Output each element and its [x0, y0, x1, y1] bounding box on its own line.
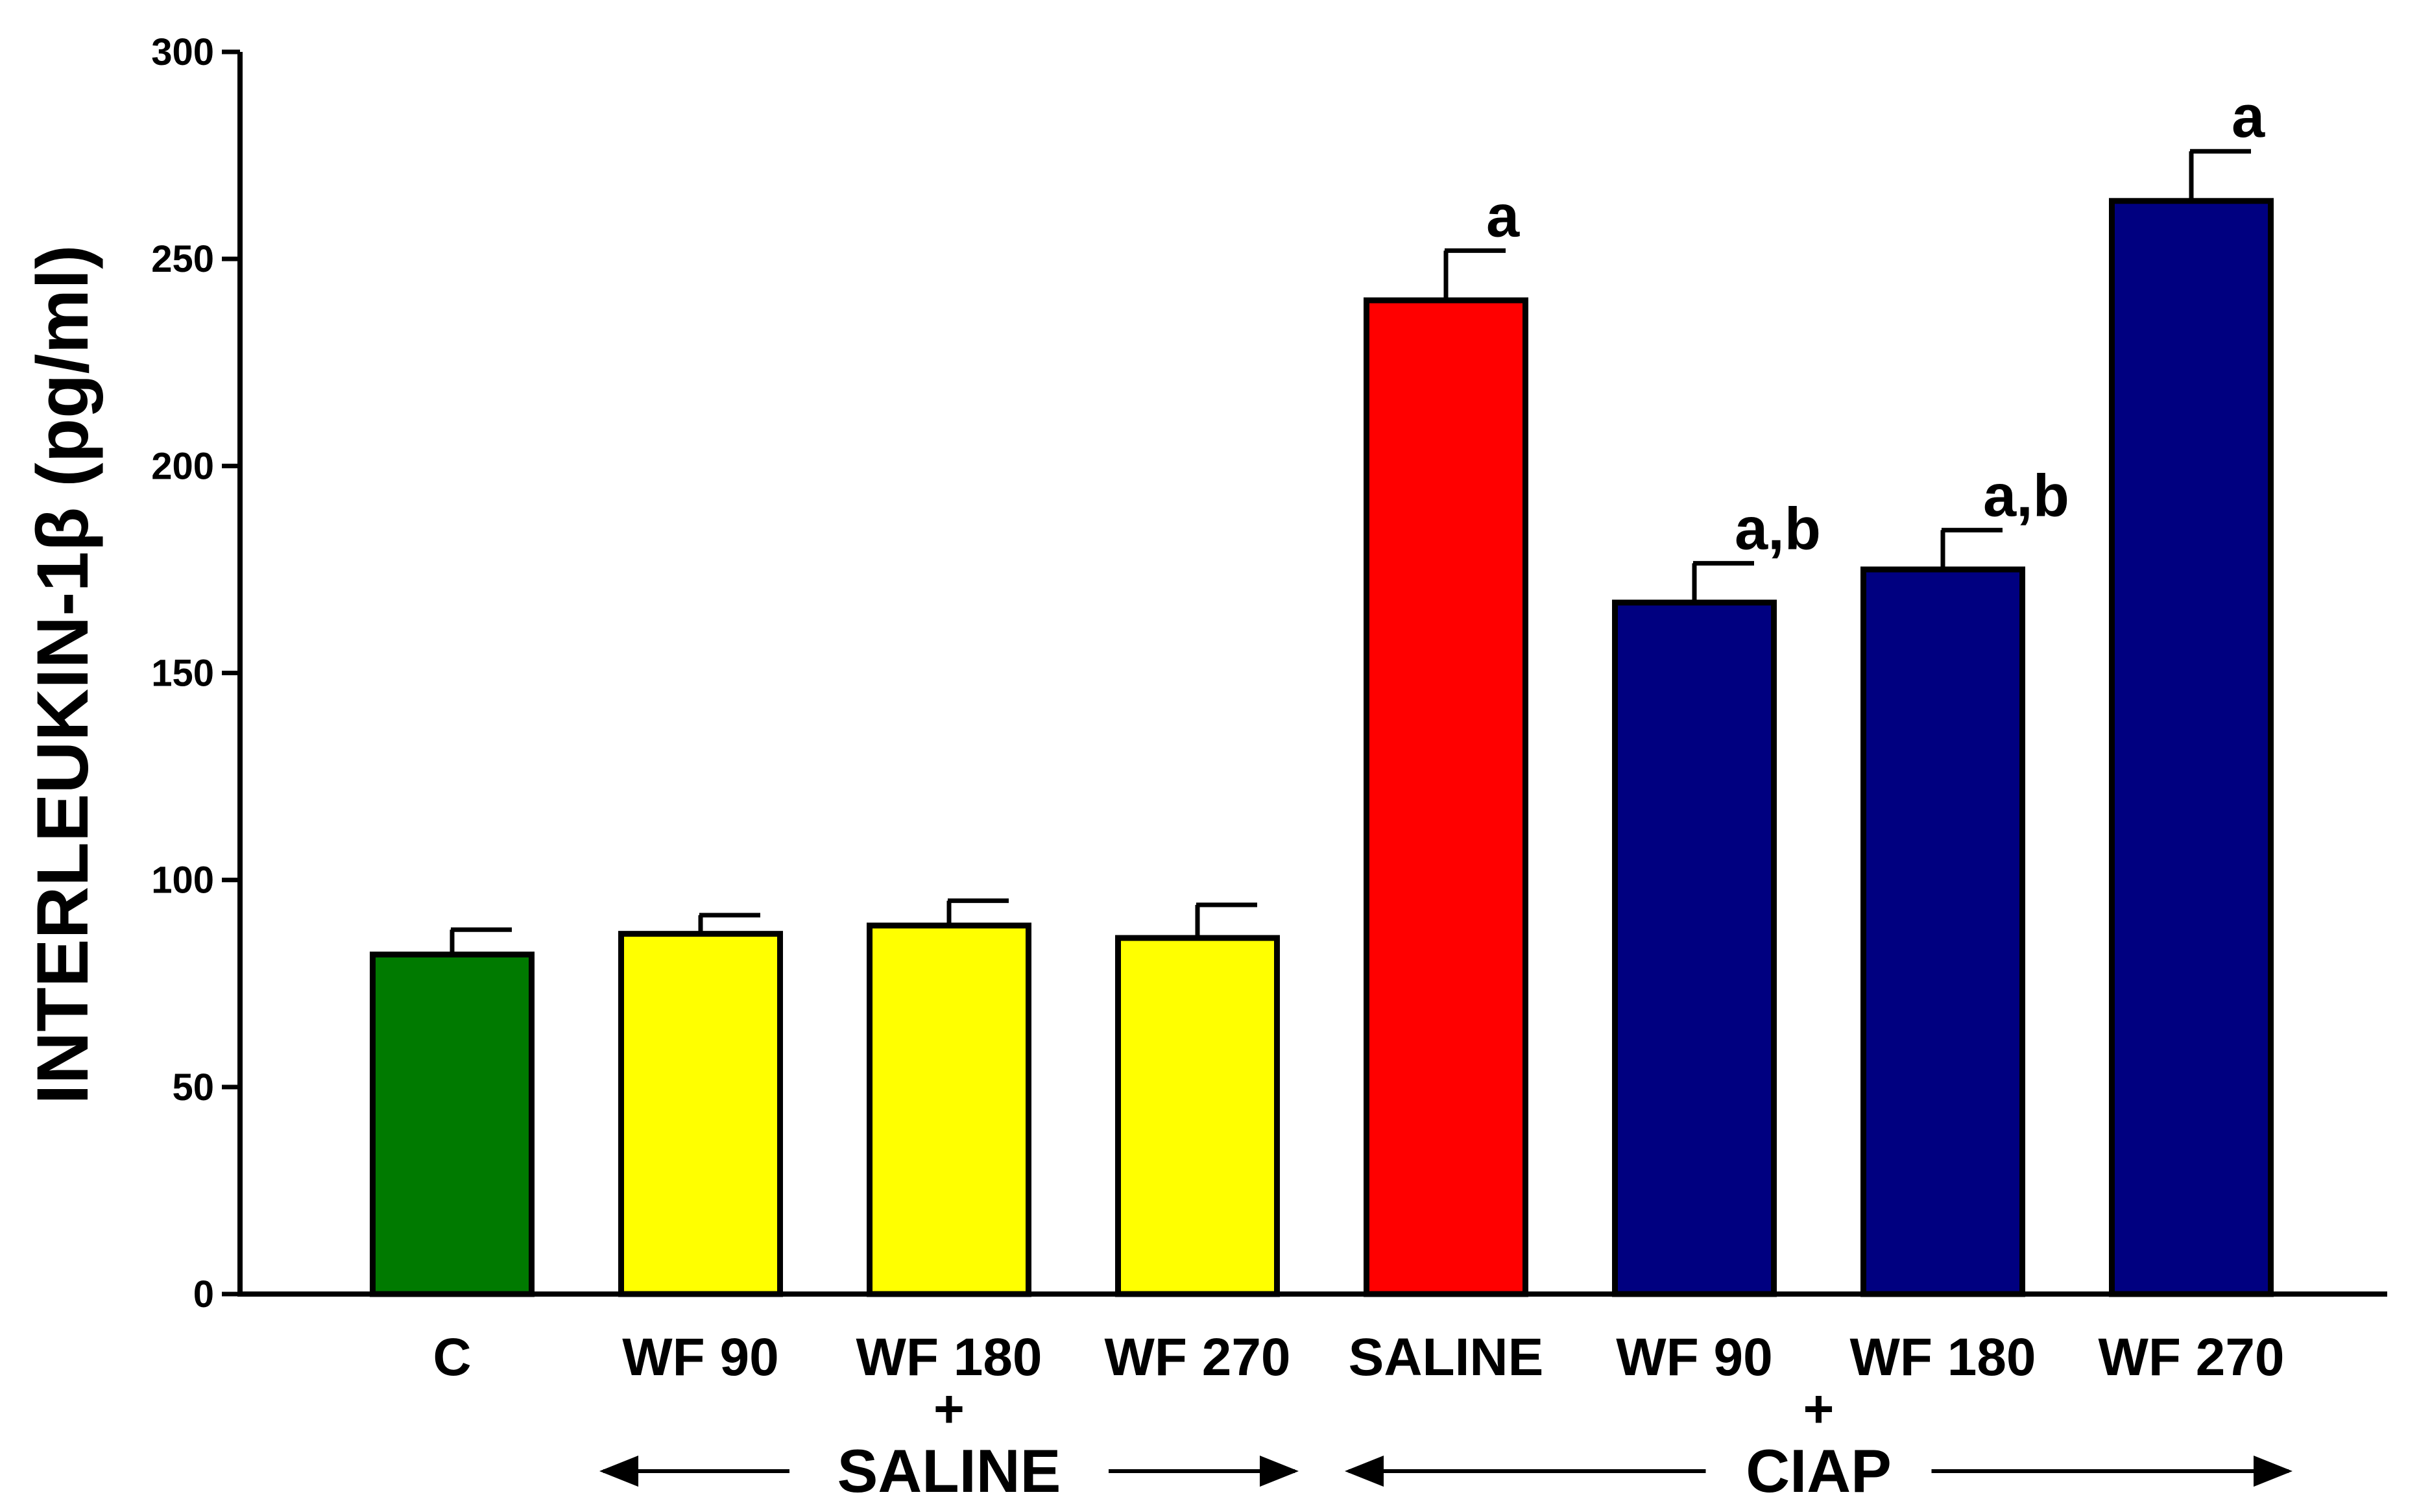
- group-labels: +SALINE+CIAP: [599, 1380, 2293, 1505]
- y-axis-label: INTERLEUKIN-1β (pg/ml): [22, 245, 103, 1104]
- y-tick-label: 100: [151, 859, 214, 902]
- bar: [1860, 566, 2025, 1297]
- significance-label: a,b: [1983, 462, 2069, 529]
- y-tick-label: 0: [193, 1273, 214, 1315]
- bar: [1115, 935, 1280, 1297]
- category-labels: C WF 90 WF 180 WF 270 SALINE WF 90 WF 180 WF 27…: [433, 1328, 2284, 1387]
- bar: [618, 931, 783, 1297]
- category-label: WF 270: [2098, 1328, 2284, 1387]
- group-label: SALINE: [837, 1437, 1061, 1505]
- bar: [867, 922, 1031, 1297]
- y-tick-label: 50: [172, 1066, 214, 1109]
- category-label: WF 270: [1104, 1328, 1290, 1387]
- y-tick-label: 300: [151, 31, 214, 73]
- y-tick-label: 200: [151, 445, 214, 487]
- category-label: WF 180: [1849, 1328, 2036, 1387]
- bar: [1612, 599, 1777, 1297]
- axes: [237, 52, 2387, 1297]
- y-ticks: 0 50 100 150 200 250 300: [151, 31, 240, 1315]
- significance-label: a: [2232, 84, 2265, 150]
- bar: [1364, 297, 1528, 1297]
- category-label: WF 90: [622, 1328, 778, 1387]
- category-label: SALINE: [1349, 1328, 1544, 1387]
- significance-label: a: [1486, 183, 1520, 249]
- plus-sign: +: [933, 1380, 965, 1439]
- y-tick-label: 150: [151, 653, 214, 695]
- category-label: C: [433, 1328, 471, 1387]
- plus-sign: +: [1803, 1380, 1835, 1439]
- category-label: WF 180: [856, 1328, 1042, 1387]
- y-tick-label: 250: [151, 238, 214, 280]
- bar: [2109, 198, 2274, 1297]
- bar: [370, 952, 535, 1297]
- category-label: WF 90: [1616, 1328, 1772, 1387]
- group-label: CIAP: [1746, 1437, 1892, 1505]
- significance-label: a,b: [1735, 496, 1821, 562]
- bars: a a,b a,b a: [370, 84, 2274, 1297]
